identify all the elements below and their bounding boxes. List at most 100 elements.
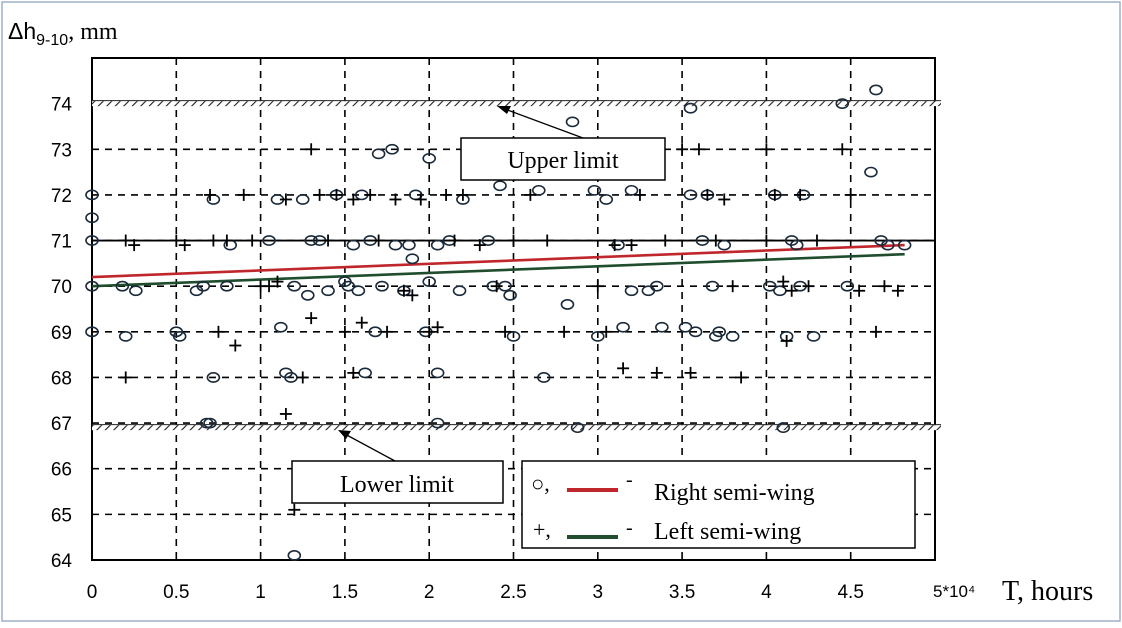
point-left-55 [676,143,689,156]
point-left-52 [633,188,646,201]
point-right-2 [85,235,99,246]
point-right-5 [115,280,130,292]
point-left-25 [347,193,360,206]
point-left-16 [279,407,292,420]
point-left-54 [659,234,672,247]
x-axis-label: T, hours [1002,576,1093,607]
point-right-56 [481,235,496,246]
point-left-59 [709,234,722,247]
y-tick-label-7: 71 [51,232,72,253]
point-left-19 [305,312,318,325]
y-axis-label-symbol: Δh [8,18,36,44]
point-right-51 [430,367,445,379]
legend-dash-right: - [626,469,633,491]
point-left-57 [692,143,705,156]
point-right-64 [560,299,575,310]
legend-label-left: Left semi-wing [654,519,801,545]
point-left-44 [524,188,537,201]
point-left-6 [207,234,220,247]
point-left-11 [246,234,259,247]
y-tick-label-1: 65 [51,505,72,526]
upper-limit-box [460,137,666,181]
point-left-43 [507,234,520,247]
point-right-67 [587,184,602,196]
point-right-29 [321,285,335,297]
point-left-9 [229,339,242,352]
point-right-39 [371,148,386,160]
point-left-56 [684,366,697,379]
legend: ○, - Right semi-wing +, - Left semi-wing [521,460,916,549]
lower-limit-label: Lower limit [340,472,454,498]
data-points [85,84,912,561]
point-right-65 [565,116,580,128]
y-tick-label-10: 74 [51,95,73,116]
point-right-34 [351,285,366,297]
point-right-11 [196,280,211,292]
point-right-72 [624,184,639,196]
point-left-27 [355,316,368,329]
point-left-3 [170,234,183,247]
point-left-63 [760,234,773,247]
point-left-32 [397,284,410,297]
point-left-18 [296,371,309,384]
point-left-33 [406,289,419,302]
point-left-20 [305,143,318,156]
x-tick-label-3: 1.5 [332,582,358,603]
x-tick-label-1: 0.5 [163,582,189,603]
point-left-69 [794,188,807,201]
point-right-85 [712,326,726,338]
point-right-74 [641,285,656,297]
x-tick-label-7: 3.5 [669,582,695,603]
x-tick-label-6: 3 [593,582,604,603]
point-left-68 [785,284,798,297]
point-right-58 [493,180,507,192]
point-left-74 [853,284,866,297]
y-axis-label: Δh9-10, mm [8,18,118,49]
y-axis-label-subscript: 9-10 [36,32,68,49]
point-left-4 [178,239,191,252]
point-left-0 [119,234,132,247]
point-left-8 [220,234,233,247]
point-left-7 [212,325,225,338]
point-right-79 [683,189,698,201]
point-left-72 [836,143,849,156]
point-right-81 [695,235,710,246]
y-tick-label-2: 66 [51,460,72,481]
legend-entry-left: +, - Left semi-wing [533,517,801,545]
trend-line-right [91,243,905,279]
point-right-52 [430,417,445,429]
y-tick-label-6: 70 [51,277,72,298]
point-right-60 [503,289,517,301]
point-right-3 [85,280,99,292]
point-left-41 [490,280,503,293]
lower-limit-arrowhead [338,430,351,439]
point-right-4 [85,326,99,338]
point-right-44 [402,239,416,251]
point-left-61 [726,280,739,293]
point-left-60 [718,193,731,206]
point-left-13 [263,280,276,293]
point-right-41 [385,143,399,155]
point-right-16 [220,280,234,292]
point-left-51 [625,239,638,252]
point-left-5 [204,188,217,201]
point-left-10 [237,188,250,201]
limit-band-upper [92,101,941,107]
upper-limit-callout: Upper limit [460,106,666,181]
y-axis-label-unit: , mm [68,19,118,45]
x-axis-multiplier: 5*10⁴ [933,582,975,601]
point-left-49 [608,239,621,252]
plot-frame [91,57,936,561]
point-right-7 [129,285,143,297]
point-right-68 [590,330,605,342]
legend-dash-left: - [626,517,633,539]
point-left-46 [558,325,571,338]
x-tick-label-0: 0 [87,582,98,603]
legend-entry-right: ○, - Right semi-wing [531,469,815,506]
y-tick-label-8: 72 [51,186,72,207]
point-left-50 [617,362,630,375]
point-right-63 [537,372,551,383]
point-right-24 [287,550,302,561]
point-left-70 [802,280,815,293]
